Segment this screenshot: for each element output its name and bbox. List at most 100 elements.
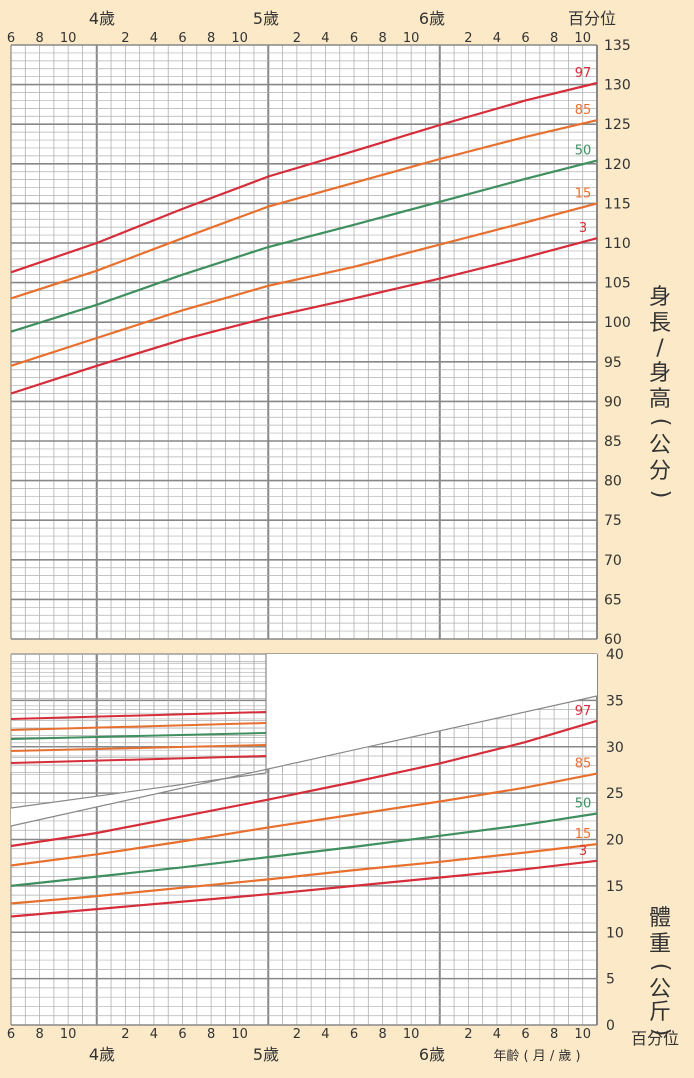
weight-p3-line	[10, 859, 598, 918]
top-month-tick: 6	[7, 31, 15, 46]
height-y-tick: 120	[604, 157, 631, 173]
height-p15-label: 15	[575, 186, 592, 201]
height-plot-area	[11, 45, 597, 639]
footer-percentile-label: 百分位	[631, 1029, 679, 1048]
bottom-month-tick: 2	[293, 1027, 301, 1042]
weight-title-char: 公	[649, 977, 671, 1002]
top-month-tick: 8	[378, 31, 386, 46]
height-p3-label: 3	[579, 221, 587, 236]
bottom-month-tick: 4	[150, 1027, 158, 1042]
height-p97-line	[10, 81, 598, 274]
height-title-char: (	[648, 418, 673, 427]
inset-p15-line	[10, 744, 267, 752]
weight-y-tick: 5	[606, 972, 615, 988]
top-month-tick: 6	[178, 31, 186, 46]
top-month-tick: 4	[493, 31, 501, 46]
weight-p85-line	[10, 772, 598, 867]
bottom-month-tick: 8	[35, 1027, 43, 1042]
weight-title-char: (	[648, 963, 673, 972]
height-title-char: 長	[649, 311, 671, 336]
bottom-month-ticks: 6 8 10 2 4 6 8 10 2 4 6 8 10 2 4 6 8 10	[7, 1027, 591, 1042]
weight-y-tick: 40	[606, 647, 624, 663]
height-y-tick: 80	[604, 474, 622, 490]
top-month-ticks: 6 8 10 2 4 6 8 10 2 4 6 8 10 2 4 6 8 10	[7, 31, 591, 46]
height-p85-label: 85	[575, 103, 592, 118]
height-title-char: 身	[649, 285, 671, 310]
top-month-tick: 8	[207, 31, 215, 46]
height-percentile-lines: 97 85 50 15 3	[10, 66, 598, 395]
weight-p15-label: 15	[575, 827, 592, 842]
top-year-label: 5歲	[253, 9, 279, 28]
top-month-tick: 6	[521, 31, 529, 46]
inset-p85-line	[10, 722, 267, 731]
height-p50-label: 50	[575, 144, 592, 159]
top-year-label: 6歲	[419, 9, 445, 28]
weight-y-tick: 10	[606, 925, 624, 941]
weight-y-tick: 0	[606, 1018, 615, 1034]
top-month-tick: 8	[35, 31, 43, 46]
weight-y-tick: 30	[606, 740, 624, 756]
bottom-year-label: 5歲	[253, 1045, 279, 1064]
height-y-tick: 100	[604, 315, 631, 331]
weight-p50-label: 50	[575, 797, 592, 812]
height-p97-label: 97	[575, 66, 592, 81]
inset-p3-line	[10, 755, 267, 764]
bottom-month-tick: 6	[350, 1027, 358, 1042]
weight-gap-edge-lower	[10, 695, 598, 827]
height-y-tick: 110	[604, 236, 631, 252]
bottom-month-tick: 8	[550, 1027, 558, 1042]
weight-percentile-lines: 97 85 50 15 3	[10, 704, 598, 918]
height-y-ticks: 60 65 70 75 80 85 90 95 100 105 110 115 120 125 130 135	[604, 38, 631, 648]
bottom-month-tick: 2	[464, 1027, 472, 1042]
bottom-year-label: 4歲	[89, 1045, 115, 1064]
bottom-month-tick: 4	[493, 1027, 501, 1042]
weight-y-tick: 25	[606, 786, 624, 802]
height-y-tick: 90	[604, 394, 622, 410]
height-y-tick: 85	[604, 434, 622, 450]
height-axis-title: 身 長 / 身 高 ( 公 分 )	[648, 285, 673, 498]
weight-inset-lines	[10, 711, 267, 764]
weight-y-tick: 35	[606, 693, 624, 709]
height-y-tick: 60	[604, 632, 622, 648]
height-p15-line	[10, 202, 598, 367]
bottom-month-tick: 10	[60, 1027, 77, 1042]
weight-p50-line	[10, 812, 598, 887]
height-title-char: 身	[649, 361, 671, 386]
top-month-tick: 4	[321, 31, 329, 46]
height-title-char: 分	[649, 459, 671, 484]
weight-title-char: 體	[649, 906, 671, 931]
top-month-tick: 10	[403, 31, 420, 46]
weight-p97-line	[10, 719, 598, 848]
height-title-char: 公	[649, 433, 671, 458]
weight-y-tick: 20	[606, 833, 624, 849]
weight-gap-band	[11, 654, 597, 826]
inset-p97-line	[10, 711, 267, 720]
top-month-tick: 10	[231, 31, 248, 46]
height-y-tick: 135	[604, 38, 631, 54]
height-y-tick: 65	[604, 592, 622, 608]
bottom-month-tick: 2	[121, 1027, 129, 1042]
bottom-month-tick: 10	[231, 1027, 248, 1042]
top-month-tick: 2	[464, 31, 472, 46]
weight-y-ticks: 0 5 10 15 20 25 30 35 40	[606, 647, 624, 1034]
top-month-tick: 4	[150, 31, 158, 46]
bottom-year-label: 6歲	[419, 1045, 445, 1064]
top-year-label: 4歲	[89, 9, 115, 28]
bottom-month-tick: 4	[321, 1027, 329, 1042]
weight-title-char: 斤	[649, 1000, 671, 1025]
weight-title-char: )	[648, 1028, 673, 1037]
bottom-month-tick: 10	[574, 1027, 591, 1042]
top-month-tick: 2	[121, 31, 129, 46]
height-y-tick: 75	[604, 513, 622, 529]
height-y-tick: 105	[604, 276, 631, 292]
weight-axis-title: 體 重 ( 公 斤 )	[648, 906, 673, 1036]
height-y-tick: 95	[604, 355, 622, 371]
height-title-char: 高	[649, 387, 671, 412]
top-month-tick: 8	[550, 31, 558, 46]
inset-p50-line	[10, 732, 267, 740]
height-title-char: /	[656, 336, 664, 361]
height-p85-line	[10, 119, 598, 300]
age-unit-label: 年齡 ( 月 / 歲 )	[493, 1049, 580, 1064]
bottom-month-tick: 6	[178, 1027, 186, 1042]
